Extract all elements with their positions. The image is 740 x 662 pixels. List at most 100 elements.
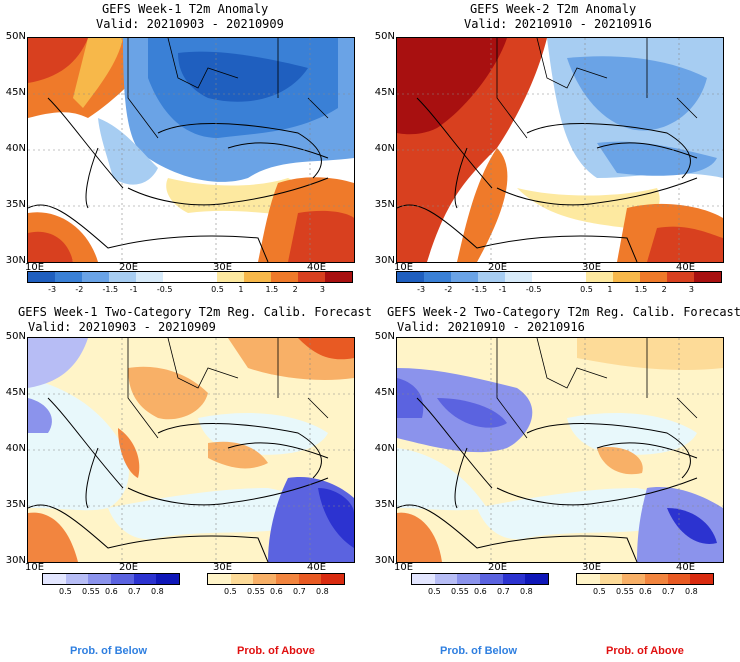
colorbar-swatch xyxy=(208,574,231,584)
lat-label: 35N xyxy=(5,199,26,210)
colorbar-swatch xyxy=(502,574,526,584)
colorbar-label: 1 xyxy=(238,285,244,294)
colorbar-label: -3 xyxy=(417,285,426,294)
colorbar-label: -1 xyxy=(498,285,507,294)
colorbar-swatch xyxy=(244,272,271,282)
lat-label: 45N xyxy=(5,87,26,98)
panel-title: GEFS Week-2 Two-Category T2m Reg. Calib.… xyxy=(387,305,740,319)
colorbar-label: 0.6 xyxy=(474,587,487,596)
lat-label: 40N xyxy=(5,443,26,454)
colorbar-swatch xyxy=(397,272,424,282)
lat-label: 40N xyxy=(374,143,395,154)
colorbar-label: 0.55 xyxy=(247,587,265,596)
colorbar-swatch xyxy=(613,272,640,282)
lon-label: 30E xyxy=(582,262,602,273)
colorbar-label: 0.8 xyxy=(520,587,533,596)
colorbar-swatch xyxy=(690,574,714,584)
colorbar-label: -1 xyxy=(129,285,138,294)
anomaly-colorbar-week1 xyxy=(27,271,353,283)
colorbar-swatch xyxy=(109,272,136,282)
colorbar-swatch xyxy=(28,272,55,282)
footer-prob-below-week2: Prob. of Below xyxy=(440,645,517,657)
colorbar-swatch xyxy=(525,574,549,584)
lat-label: 45N xyxy=(374,387,395,398)
colorbar-swatch xyxy=(325,272,352,282)
prob-above-colorbar-week1 xyxy=(207,573,345,585)
colorbar-swatch xyxy=(43,574,66,584)
panel-valid-dates: Valid: 20210903 - 20210909 xyxy=(96,17,284,31)
colorbar-label: 0.55 xyxy=(82,587,100,596)
lat-label: 45N xyxy=(5,387,26,398)
colorbar-label: 1.5 xyxy=(634,285,648,294)
prob-below-colorbar-week1 xyxy=(42,573,180,585)
colorbar-swatch xyxy=(190,272,217,282)
colorbar-label: 0.5 xyxy=(580,285,593,294)
colorbar-swatch xyxy=(163,272,190,282)
colorbar-label: 0.8 xyxy=(151,587,164,596)
panel-valid-dates: Valid: 20210903 - 20210909 xyxy=(28,320,216,334)
colorbar-label: -0.5 xyxy=(525,285,542,294)
map-week1-anomaly xyxy=(27,37,355,263)
colorbar-swatch xyxy=(65,574,89,584)
colorbar-label: 0.55 xyxy=(616,587,634,596)
colorbar-label: 0.6 xyxy=(105,587,118,596)
colorbar-swatch xyxy=(82,272,109,282)
colorbar-swatch xyxy=(253,574,277,584)
footer-prob-above-week1: Prob. of Above xyxy=(237,645,315,657)
colorbar-label: 0.8 xyxy=(316,587,329,596)
panel-title: GEFS Week-1 Two-Category T2m Reg. Calib.… xyxy=(18,305,373,319)
colorbar-label: 0.6 xyxy=(639,587,652,596)
colorbar-swatch xyxy=(640,272,667,282)
colorbar-label: -2 xyxy=(75,285,84,294)
lat-label: 50N xyxy=(5,331,26,342)
lon-label: 10E xyxy=(25,262,45,273)
colorbar-label: -0.5 xyxy=(156,285,173,294)
lat-label: 30N xyxy=(374,555,395,566)
lon-label: 10E xyxy=(25,562,45,573)
colorbar-swatch xyxy=(298,272,325,282)
colorbar-label: 0.5 xyxy=(211,285,224,294)
lat-label: 30N xyxy=(374,255,395,266)
colorbar-swatch xyxy=(136,272,163,282)
colorbar-swatch xyxy=(599,574,623,584)
colorbar-swatch xyxy=(667,272,694,282)
footer-prob-below-week1: Prob. of Below xyxy=(70,645,147,657)
colorbar-label: -1.5 xyxy=(102,285,119,294)
colorbar-swatch xyxy=(276,574,299,584)
colorbar-label: -1.5 xyxy=(471,285,488,294)
lat-label: 30N xyxy=(5,255,26,266)
colorbar-swatch xyxy=(667,574,691,584)
colorbar-swatch xyxy=(532,272,559,282)
colorbar-swatch xyxy=(694,272,721,282)
colorbar-swatch xyxy=(478,272,505,282)
lon-label: 40E xyxy=(307,262,327,273)
lon-label: 10E xyxy=(394,562,414,573)
lon-label: 30E xyxy=(213,562,233,573)
colorbar-swatch xyxy=(217,272,244,282)
lat-label: 45N xyxy=(374,87,395,98)
lat-label: 50N xyxy=(5,31,26,42)
colorbar-label: 1 xyxy=(607,285,613,294)
colorbar-swatch xyxy=(577,574,600,584)
colorbar-swatch xyxy=(298,574,322,584)
panel-title: GEFS Week-1 T2m Anomaly xyxy=(102,2,269,16)
panel-valid-dates: Valid: 20210910 - 20210916 xyxy=(397,320,585,334)
colorbar-swatch xyxy=(622,574,646,584)
colorbar-label: 2 xyxy=(292,285,298,294)
colorbar-swatch xyxy=(156,574,180,584)
lat-label: 40N xyxy=(374,443,395,454)
lon-label: 20E xyxy=(119,262,139,273)
lon-label: 20E xyxy=(488,262,508,273)
map-week1-probability xyxy=(27,337,355,563)
lon-label: 30E xyxy=(582,562,602,573)
colorbar-label: 0.7 xyxy=(293,587,306,596)
colorbar-label: 0.7 xyxy=(497,587,510,596)
lon-label: 10E xyxy=(394,262,414,273)
lon-label: 20E xyxy=(119,562,139,573)
colorbar-label: 0.5 xyxy=(224,587,237,596)
lat-label: 35N xyxy=(374,199,395,210)
anomaly-colorbar-week2 xyxy=(396,271,722,283)
colorbar-label: 0.7 xyxy=(662,587,675,596)
colorbar-swatch xyxy=(230,574,254,584)
colorbar-label: 0.6 xyxy=(270,587,283,596)
